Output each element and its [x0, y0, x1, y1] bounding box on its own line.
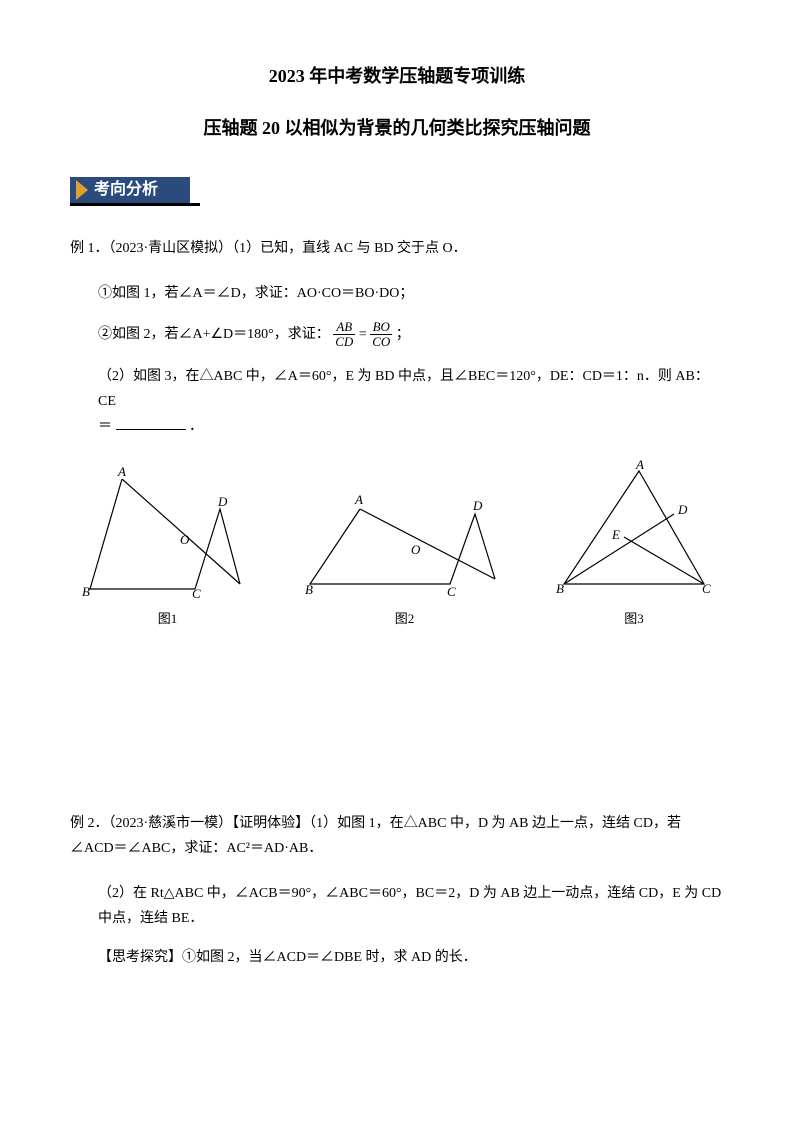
svg-text:E: E — [611, 527, 620, 542]
svg-text:B: B — [305, 582, 313, 597]
p2-line1: 例 2．（2023·慈溪市一模）【证明体验】（1）如图 1，在△ABC 中，D … — [70, 811, 724, 861]
svg-text:A: A — [635, 459, 644, 472]
svg-text:O: O — [180, 532, 190, 547]
figure-row: A B C D O 图1 A B C D O 图2 A B C D E — [70, 459, 724, 630]
equals-sign: = — [359, 327, 370, 342]
figure-2-svg: A B C D O — [305, 484, 505, 599]
p1p2-text-b: ＝ — [98, 419, 112, 434]
svg-text:D: D — [217, 494, 228, 509]
svg-text:D: D — [472, 498, 483, 513]
svg-text:D: D — [677, 502, 688, 517]
p1p2-text-c: ． — [189, 419, 203, 434]
frac2-den: CO — [370, 335, 392, 349]
p1p2-text-a: （2）如图 3，在△ABC 中，∠A＝60°，E 为 BD 中点，且∠BEC＝1… — [98, 369, 709, 409]
svg-text:O: O — [411, 542, 421, 557]
section-banner: 考向分析 — [70, 175, 724, 211]
problem-1-header: 例 1．（2023·青山区模拟）（1）已知，直线 AC 与 BD 交于点 O． — [70, 236, 724, 261]
svg-text:C: C — [192, 586, 201, 599]
problem-2-part-2: （2）在 Rt△ABC 中，∠ACB＝90°，∠ABC＝60°，BC＝2，D 为… — [70, 881, 724, 931]
sub-title: 压轴题 20 以相似为背景的几何类比探究压轴问题 — [70, 112, 724, 144]
answer-blank — [116, 429, 186, 430]
problem-2-part-3: 【思考探究】①如图 2，当∠ACD＝∠DBE 时，求 AD 的长． — [70, 945, 724, 970]
figure-1: A B C D O 图1 — [80, 464, 255, 630]
svg-text:A: A — [117, 464, 126, 479]
figure-1-svg: A B C D O — [80, 464, 255, 599]
svg-text:C: C — [702, 581, 711, 596]
svg-text:C: C — [447, 584, 456, 599]
fraction-1: ABCD — [333, 320, 355, 350]
problem-1-part-2: （2）如图 3，在△ABC 中，∠A＝60°，E 为 BD 中点，且∠BEC＝1… — [70, 364, 724, 440]
svg-text:B: B — [82, 584, 90, 599]
banner-underline — [70, 203, 200, 206]
problem-1-part-1-2: ②如图 2，若∠A+∠D＝180°，求证： ABCD = BOCO ； — [70, 320, 724, 350]
fraction-2: BOCO — [370, 320, 392, 350]
main-title: 2023 年中考数学压轴题专项训练 — [70, 60, 724, 92]
figure-3-svg: A B C D E — [554, 459, 714, 599]
figure-3: A B C D E 图3 — [554, 459, 714, 630]
banner-text: 考向分析 — [94, 177, 158, 203]
problem-1-part-1-1: ①如图 1，若∠A＝∠D，求证：AO·CO＝BO·DO； — [70, 281, 724, 306]
figure-2: A B C D O 图2 — [305, 484, 505, 630]
p1p12-text-b: ； — [396, 327, 410, 342]
vertical-spacer — [70, 651, 724, 791]
banner-arrow-icon — [76, 180, 88, 200]
fig2-label: 图2 — [395, 607, 415, 630]
problem-2-header: 例 2．（2023·慈溪市一模）【证明体验】（1）如图 1，在△ABC 中，D … — [70, 811, 724, 861]
fig3-label: 图3 — [624, 607, 644, 630]
frac2-num: BO — [370, 320, 392, 335]
p1p12-text-a: ②如图 2，若∠A+∠D＝180°，求证： — [98, 327, 330, 342]
frac1-den: CD — [333, 335, 355, 349]
frac1-num: AB — [333, 320, 355, 335]
svg-text:B: B — [556, 581, 564, 596]
fig1-label: 图1 — [158, 607, 178, 630]
svg-text:A: A — [354, 492, 363, 507]
